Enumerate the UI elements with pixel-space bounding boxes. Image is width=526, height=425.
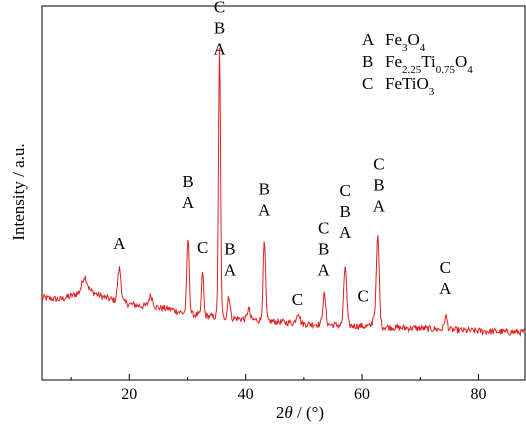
peak-label: C	[197, 238, 208, 257]
peak-label: C	[214, 0, 225, 17]
peak-label: A	[224, 260, 237, 279]
x-axis-label: 2θ / (°)	[276, 403, 324, 422]
peak-label: B	[373, 176, 384, 195]
xrd-pattern-line	[41, 47, 525, 337]
legend-key: B	[362, 52, 373, 71]
y-axis-label: Intensity / a.u.	[9, 143, 28, 240]
peak-label: B	[259, 179, 270, 198]
x-tick-label: 40	[238, 386, 254, 403]
peak-label: A	[439, 279, 452, 298]
peak-label: C	[373, 155, 384, 174]
peak-label: B	[318, 239, 329, 258]
peak-label: B	[340, 202, 351, 221]
peak-label: C	[440, 258, 451, 277]
x-axis: 20 40 60 80	[70, 374, 486, 403]
series-layer	[41, 47, 525, 337]
legend-label: Fe2.25Ti0.75O4	[385, 52, 473, 76]
peak-label: A	[318, 260, 331, 279]
legend: A Fe3O4 B Fe2.25Ti0.75O4 C FeTiO3	[362, 30, 473, 98]
legend-key: C	[362, 74, 373, 93]
peak-label: A	[373, 197, 386, 216]
peak-label: C	[358, 286, 369, 305]
x-tick-label: 20	[121, 386, 137, 403]
peak-label: B	[214, 19, 225, 38]
peak-label: C	[292, 290, 303, 309]
legend-label: Fe3O4	[385, 30, 426, 54]
peak-label: C	[340, 181, 351, 200]
peak-label: C	[318, 218, 329, 237]
peak-label: A	[258, 200, 271, 219]
peak-label: B	[182, 172, 193, 191]
plot-border	[41, 5, 526, 381]
x-tick-label: 60	[354, 386, 370, 403]
peak-label: A	[213, 40, 226, 59]
x-tick-label: 80	[470, 386, 486, 403]
legend-label: FeTiO3	[385, 74, 435, 98]
peak-label: B	[224, 239, 235, 258]
peak-label: A	[113, 234, 126, 253]
plot-frame	[41, 5, 526, 381]
peak-label: A	[339, 223, 352, 242]
legend-key: A	[362, 30, 375, 49]
peak-label: A	[182, 193, 195, 212]
